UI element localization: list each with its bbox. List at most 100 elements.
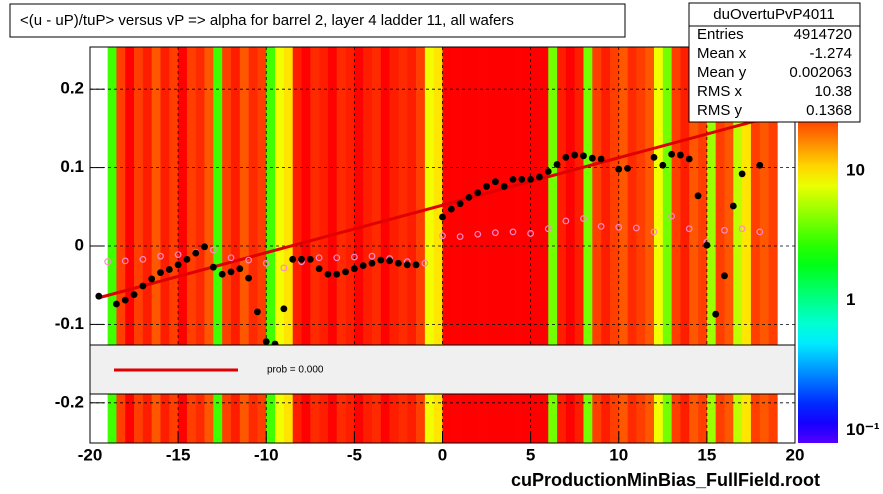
mean-marker xyxy=(95,292,103,300)
mean-marker xyxy=(368,259,376,267)
heat-cell xyxy=(125,47,135,443)
mean-marker xyxy=(139,282,147,290)
profile-marker xyxy=(580,215,587,222)
heat-cell xyxy=(319,47,329,443)
mean-marker xyxy=(624,164,631,172)
heat-cell xyxy=(204,47,214,443)
profile-marker xyxy=(668,212,676,220)
stats-value: 0.002063 xyxy=(789,64,852,81)
profile-marker xyxy=(544,225,552,233)
heat-cell xyxy=(539,47,549,443)
mean-marker xyxy=(544,168,552,175)
heat-cell xyxy=(468,47,479,443)
heat-cell xyxy=(504,47,514,443)
profile-marker xyxy=(562,217,570,225)
mean-marker xyxy=(280,305,288,313)
profile-marker xyxy=(174,251,182,259)
heat-cell xyxy=(345,47,355,443)
mean-marker xyxy=(165,266,173,273)
stats-value: 4914720 xyxy=(794,26,852,43)
mean-marker xyxy=(447,205,455,213)
heat-cell xyxy=(724,47,734,443)
stats-label: RMS x xyxy=(697,83,743,100)
mean-marker xyxy=(183,255,191,263)
heat-cell xyxy=(557,47,567,443)
heat-cell xyxy=(574,47,584,443)
mean-marker xyxy=(500,183,508,190)
heat-cell xyxy=(768,47,778,443)
mean-marker xyxy=(227,268,235,276)
heat-cell xyxy=(389,47,399,443)
mean-marker xyxy=(121,296,129,304)
legend-text: prob = 0.000 xyxy=(267,365,324,376)
mean-marker xyxy=(201,243,208,251)
profile-marker xyxy=(104,258,112,266)
title-box xyxy=(9,3,626,38)
heat-cell xyxy=(433,47,443,443)
profile-marker xyxy=(227,254,235,262)
x-tick-label: -10 xyxy=(254,445,279,464)
heat-cell xyxy=(257,47,267,443)
heat-cell xyxy=(222,47,232,443)
mean-marker xyxy=(456,200,464,208)
mean-marker xyxy=(403,261,411,269)
heat-cell xyxy=(521,47,531,443)
stats-frame xyxy=(688,2,861,123)
heat-cell xyxy=(715,47,725,443)
heat-cell xyxy=(460,47,470,443)
profile-marker xyxy=(685,225,693,233)
mean-marker xyxy=(174,261,182,269)
profile-marker xyxy=(315,254,323,262)
stats-label: RMS y xyxy=(697,102,743,119)
y-tick-label: -0.1 xyxy=(55,314,84,333)
heat-cell xyxy=(275,47,285,443)
heat-cell xyxy=(283,47,293,443)
mean-marker xyxy=(483,183,490,190)
profile-marker xyxy=(721,226,728,234)
heat-cell xyxy=(336,47,346,443)
stats-label: Mean x xyxy=(697,45,747,62)
heat-cell xyxy=(195,47,205,443)
stats-value: 0.1368 xyxy=(806,102,852,119)
x-tick-label: 10 xyxy=(609,445,628,464)
footer: cuProductionMinBias_FullField.root xyxy=(511,470,820,490)
heat-cell xyxy=(654,47,664,443)
mean-marker xyxy=(324,270,332,278)
profile-marker xyxy=(632,224,640,232)
heat-cell xyxy=(583,47,593,443)
heat-cell xyxy=(645,47,655,443)
heat-cell xyxy=(310,47,320,443)
heat-cell xyxy=(592,47,602,443)
heat-cell xyxy=(733,47,743,443)
stats-value: 10.38 xyxy=(814,83,852,100)
mean-marker xyxy=(650,154,658,161)
mean-marker xyxy=(729,202,737,210)
mean-marker xyxy=(192,249,200,257)
mean-marker xyxy=(597,155,605,163)
heat-cell xyxy=(513,47,523,443)
heat-cell xyxy=(662,47,672,443)
mean-marker xyxy=(412,261,420,269)
heat-cell xyxy=(636,47,646,443)
profile-marker xyxy=(474,230,482,238)
mean-marker xyxy=(677,151,684,159)
mean-marker xyxy=(315,265,323,273)
mean-marker xyxy=(703,241,711,249)
heat-cell xyxy=(495,47,505,443)
profile-marker xyxy=(262,259,270,267)
profile-marker xyxy=(439,232,446,240)
mean-marker xyxy=(465,193,473,201)
x-tick-label: -20 xyxy=(78,445,103,464)
heat-cell xyxy=(627,47,637,443)
heat-cell xyxy=(424,47,434,443)
mean-marker xyxy=(553,161,561,168)
heat-cell xyxy=(698,47,708,443)
mean-marker xyxy=(474,189,482,197)
heat-cell xyxy=(178,47,188,443)
heat-cell xyxy=(213,47,223,443)
profile-marker xyxy=(333,254,341,262)
heat-cell xyxy=(160,47,170,443)
stats-label: Mean y xyxy=(697,64,747,81)
chart-title: <(u - uP)/tuP> versus vP => alpha for ba… xyxy=(20,12,514,29)
